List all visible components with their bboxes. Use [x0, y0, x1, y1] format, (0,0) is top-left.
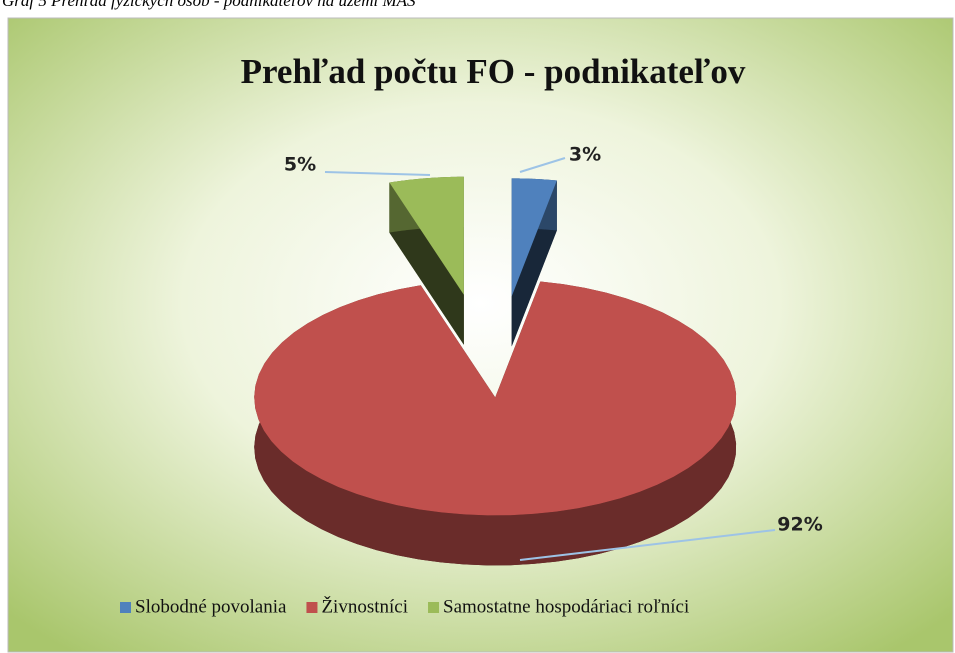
- slice: [511, 178, 557, 297]
- legend-swatch: [306, 602, 318, 613]
- data-label: 5%: [284, 154, 316, 176]
- data-label: 3%: [569, 144, 601, 166]
- leader-line: [324, 171, 431, 176]
- legend-swatch: [120, 602, 131, 613]
- leader-line: [519, 529, 776, 561]
- legend-label: Slobodné povolania: [135, 596, 287, 617]
- slice: [254, 281, 737, 516]
- legend-swatch: [428, 602, 440, 613]
- data-label: 92%: [777, 514, 822, 536]
- legend-label: Samostatne hospodáriaci roľníci: [443, 596, 689, 617]
- leader-line: [519, 157, 566, 173]
- chart-title: Prehľad počtu FO - podnikateľov: [241, 52, 746, 91]
- legend-label: Živnostníci: [321, 595, 408, 617]
- caption: Graf 5 Prehľad fyzických osôb - podnikat…: [2, 0, 416, 10]
- slice: [389, 176, 464, 295]
